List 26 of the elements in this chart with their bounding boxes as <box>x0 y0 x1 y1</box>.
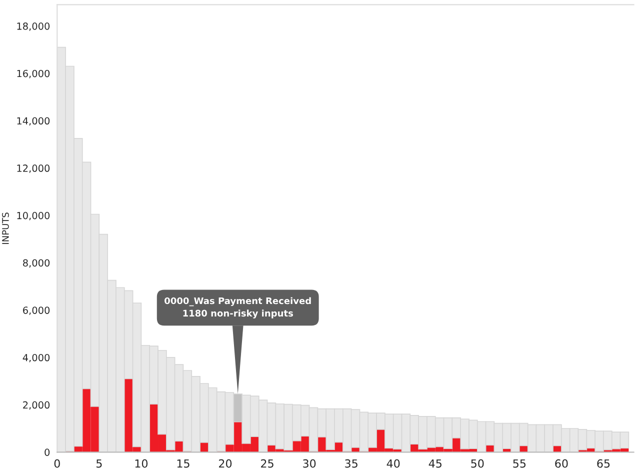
x-tick-label: 15 <box>177 459 190 468</box>
annotation: 0000_Was Payment Received 1180 non-risky inputs <box>164 297 311 318</box>
x-tick-label: 40 <box>386 459 400 468</box>
x-tick-label: 45 <box>428 459 442 468</box>
x-tick-label: 55 <box>513 459 526 468</box>
x-tick-label: 65 <box>597 459 610 468</box>
x-tick-label: 5 <box>96 459 102 468</box>
x-tick-label: 25 <box>261 459 274 468</box>
y-tick-label: 6,000 <box>23 306 50 315</box>
x-tick-label: 20 <box>218 459 232 468</box>
x-tick-label: 35 <box>345 459 358 468</box>
y-tick-label: 8,000 <box>23 259 50 268</box>
y-tick-label: 12,000 <box>17 164 50 173</box>
x-tick-label: 30 <box>303 459 316 468</box>
x-tick-label: 50 <box>471 459 484 468</box>
x-tick-label: 10 <box>135 459 148 468</box>
y-tick-label: 14,000 <box>17 117 50 126</box>
y-tick-label: 18,000 <box>17 22 50 31</box>
x-tick-label: 0 <box>54 459 60 468</box>
y-tick-label: 2,000 <box>23 401 50 410</box>
y-tick-label: 0 <box>44 448 50 456</box>
y-tick-label: 10,000 <box>17 212 50 220</box>
y-tick-label: 4,000 <box>22 354 50 362</box>
y-axis-title: INPUTS <box>2 212 9 244</box>
y-tick-label: 16,000 <box>17 70 50 78</box>
x-tick-label: 60 <box>555 459 568 468</box>
